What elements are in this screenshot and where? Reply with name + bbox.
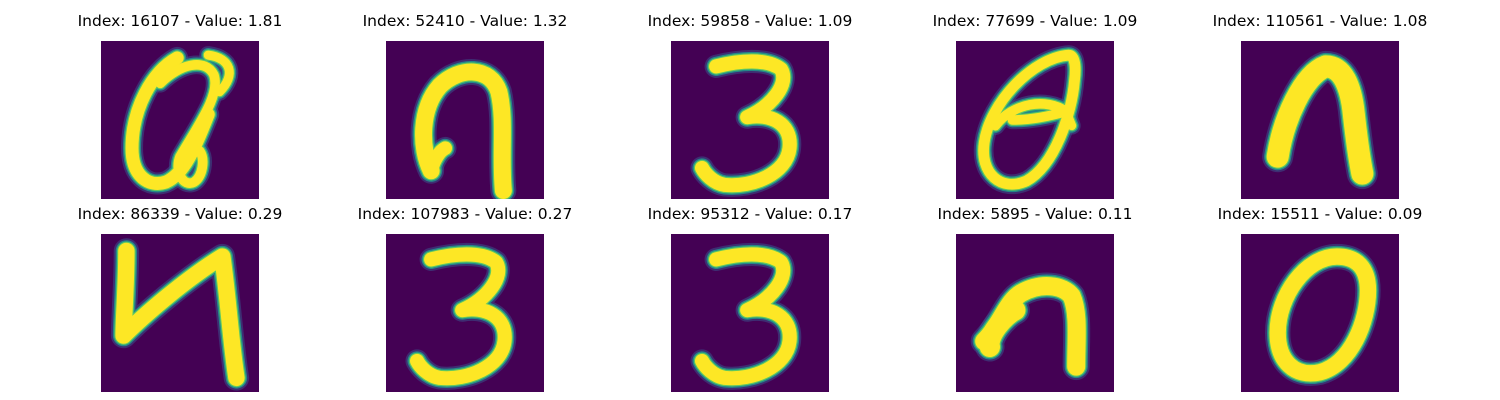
panel-title: Index: 5895 - Value: 0.11 <box>937 205 1133 223</box>
image-panel-6: Index: 86339 - Value: 0.29 <box>50 202 310 392</box>
glyph-stroke <box>415 63 512 199</box>
panel-title: Index: 86339 - Value: 0.29 <box>77 205 283 223</box>
image-panel-7: Index: 107983 - Value: 0.27 <box>335 202 595 392</box>
digit-image <box>671 234 829 392</box>
panel-title: Index: 95312 - Value: 0.17 <box>647 205 853 223</box>
glyph-stroke <box>1269 248 1377 382</box>
image-panel-3: Index: 59858 - Value: 1.09 <box>620 9 880 199</box>
digit-image <box>101 234 259 392</box>
digit-image <box>1241 41 1399 199</box>
handwritten-glyph-a-icon <box>121 46 239 195</box>
glyph-stroke <box>1266 55 1374 185</box>
glyph-stroke <box>115 242 245 387</box>
image-panel-8: Index: 95312 - Value: 0.17 <box>620 202 880 392</box>
image-panel-5: Index: 110561 - Value: 1.08 <box>1190 9 1450 199</box>
image-panel-1: Index: 16107 - Value: 1.81 <box>50 9 310 199</box>
glyph-stroke <box>1061 107 1077 131</box>
panel-title: Index: 59858 - Value: 1.09 <box>647 12 853 30</box>
image-background <box>956 234 1114 392</box>
digit-image <box>956 234 1114 392</box>
digit-image <box>671 41 829 199</box>
digit-image <box>386 234 544 392</box>
digit-image <box>386 41 544 199</box>
handwritten-glyph-hook-icon <box>410 59 517 199</box>
digit-image <box>101 41 259 199</box>
panel-title: Index: 77699 - Value: 1.09 <box>932 12 1138 30</box>
glyph-stroke <box>424 141 453 178</box>
digit-image <box>956 41 1114 199</box>
handwritten-glyph-n-zigzag-icon <box>110 238 250 391</box>
handwritten-digit-3-icon <box>690 49 802 197</box>
panel-title: Index: 16107 - Value: 1.81 <box>77 12 283 30</box>
glyph-stroke <box>978 49 1081 190</box>
glyph-stroke <box>694 54 797 193</box>
panel-title: Index: 110561 - Value: 1.08 <box>1212 12 1428 30</box>
handwritten-glyph-n-icon <box>1262 50 1378 190</box>
image-panel-10: Index: 15511 - Value: 0.09 <box>1190 202 1450 392</box>
panel-title: Index: 52410 - Value: 1.32 <box>362 12 568 30</box>
glyph-stroke <box>409 247 512 386</box>
handwritten-digit-3-icon <box>690 242 802 390</box>
glyph-stroke <box>155 60 220 188</box>
image-panel-9: Index: 5895 - Value: 0.11 <box>905 202 1165 392</box>
glyph-stroke <box>979 300 1026 358</box>
glyph-stroke <box>203 50 234 97</box>
image-panel-2: Index: 52410 - Value: 1.32 <box>335 9 595 199</box>
handwritten-digit-3-icon <box>405 242 517 390</box>
handwritten-glyph-loop-icon <box>973 45 1086 195</box>
digit-image <box>1241 234 1399 392</box>
handwritten-glyph-n-blob-icon <box>970 272 1091 381</box>
image-panel-4: Index: 77699 - Value: 1.09 <box>905 9 1165 199</box>
glyph-stroke <box>694 247 797 386</box>
glyph-stroke <box>125 51 215 190</box>
handwritten-digit-0-icon <box>1264 243 1381 386</box>
panel-title: Index: 107983 - Value: 0.27 <box>357 205 573 223</box>
panel-title: Index: 15511 - Value: 0.09 <box>1217 205 1423 223</box>
